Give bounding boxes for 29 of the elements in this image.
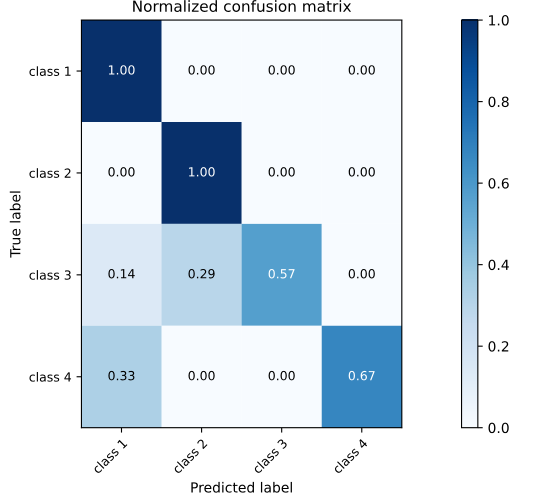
data-label: 0.00 (348, 269, 375, 278)
data-label: 0.00 (268, 167, 295, 177)
color-bar-label: 0.0 (488, 422, 509, 434)
data-label: 0.00 (348, 167, 375, 177)
chart-title: Normalized confusion matrix (133, 0, 352, 12)
y-tick-label: class 1 (29, 66, 71, 76)
y-axis-title: True label (10, 191, 21, 258)
data-label: 0.00 (188, 65, 215, 75)
data-label: 0.57 (268, 269, 295, 278)
x-axis-title: Predicted label (191, 482, 292, 493)
color-bar-label: 0.4 (488, 260, 509, 270)
data-label: 0.00 (268, 65, 295, 75)
color-bar-label: 1.0 (489, 15, 509, 26)
data-label: 1.00 (108, 65, 135, 75)
data-label: 0.00 (268, 370, 295, 380)
y-tick-label: class 4 (29, 372, 72, 382)
data-label: 1.00 (189, 167, 215, 177)
color-bar-label: 0.8 (488, 96, 509, 108)
data-label: 0.29 (188, 269, 215, 278)
data-label: 0.00 (188, 370, 215, 380)
y-tick-label: class 3 (29, 270, 71, 280)
data-label: 0.14 (108, 269, 135, 278)
color-bar-label: 0.2 (488, 341, 508, 352)
y-tick-label: class 2 (29, 168, 70, 178)
data-label: 0.33 (108, 370, 134, 380)
color-bar-label: 0.6 (488, 178, 509, 189)
data-label: 0.00 (108, 167, 135, 177)
data-label: 0.00 (348, 65, 375, 75)
data-label: 0.67 (348, 370, 375, 380)
